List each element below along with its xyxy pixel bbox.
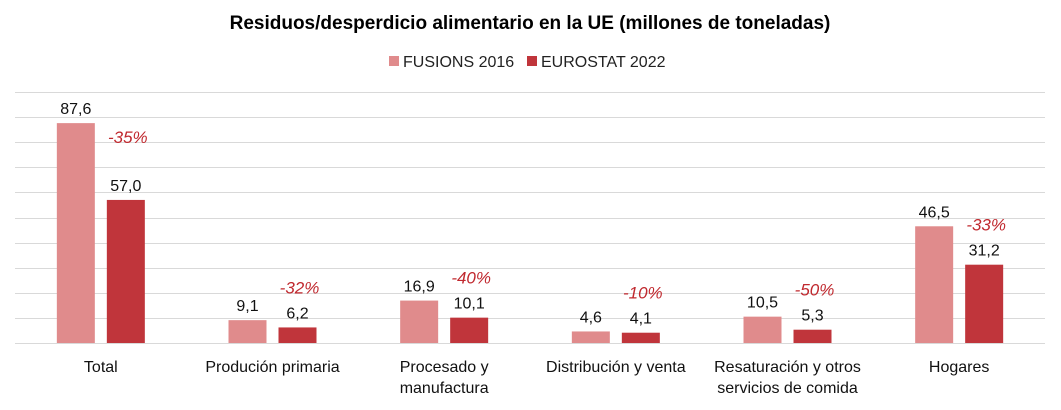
data-label: 9,1 — [236, 298, 258, 315]
change-annotation: -50% — [795, 281, 835, 300]
bar-fusions-2016 — [56, 123, 95, 344]
change-annotation: -32% — [280, 278, 320, 297]
bars — [56, 123, 1004, 344]
bar-fusions-2016 — [228, 320, 267, 343]
category-label: servicios de comida — [717, 380, 858, 397]
category-label: manufactura — [400, 380, 489, 397]
bar-eurostat-2022 — [106, 199, 145, 343]
chart-title: Residuos/desperdicio alimentario en la U… — [230, 13, 831, 34]
data-label: 4,6 — [580, 309, 602, 326]
change-annotation: -35% — [108, 128, 148, 147]
annotations: -35% -32% -40% -10% -50% -33% — [108, 128, 1006, 303]
bar-fusions-2016 — [743, 316, 782, 343]
bar-eurostat-2022 — [450, 317, 489, 343]
bar-fusions-2016 — [400, 300, 439, 343]
change-annotation: -33% — [966, 216, 1006, 235]
bar-eurostat-2022 — [793, 329, 832, 343]
data-label: 87,6 — [60, 101, 91, 118]
data-label: 57,0 — [110, 178, 141, 195]
data-label: 5,3 — [801, 308, 823, 325]
category-label: Distribución y venta — [546, 359, 686, 376]
gridlines — [15, 92, 1045, 344]
legend-label: FUSIONS 2016 — [403, 54, 514, 71]
legend-swatch — [389, 56, 399, 66]
category-label: Resaturación y otros — [714, 359, 861, 376]
data-label: 4,1 — [630, 311, 652, 328]
change-annotation: -40% — [451, 269, 491, 288]
data-label: 16,9 — [404, 279, 435, 296]
data-label: 31,2 — [969, 243, 1000, 260]
legend-label: EUROSTAT 2022 — [541, 54, 666, 71]
bar-eurostat-2022 — [965, 264, 1004, 343]
category-label: Hogares — [929, 359, 989, 376]
bar-fusions-2016 — [915, 226, 954, 343]
data-labels: 87,6 57,0 9,1 6,2 16,9 10,1 4,6 4,1 10,5 5,3 46,5 3… — [60, 101, 1000, 328]
category-labels: Total Produción primaria Procesado y manufa… — [84, 359, 989, 397]
data-label: 10,5 — [747, 295, 778, 312]
data-label: 6,2 — [286, 305, 308, 322]
category-label: Procesado y — [400, 359, 489, 376]
data-label: 46,5 — [919, 204, 950, 221]
bar-eurostat-2022 — [278, 327, 317, 343]
category-label: Total — [84, 359, 118, 376]
legend-swatch — [527, 56, 537, 66]
change-annotation: -10% — [623, 284, 663, 303]
data-label: 10,1 — [454, 296, 485, 313]
bar-fusions-2016 — [571, 331, 610, 343]
bar-eurostat-2022 — [621, 332, 660, 343]
category-label: Produción primaria — [205, 359, 339, 376]
legend: FUSIONS 2016 EUROSTAT 2022 — [389, 54, 666, 71]
